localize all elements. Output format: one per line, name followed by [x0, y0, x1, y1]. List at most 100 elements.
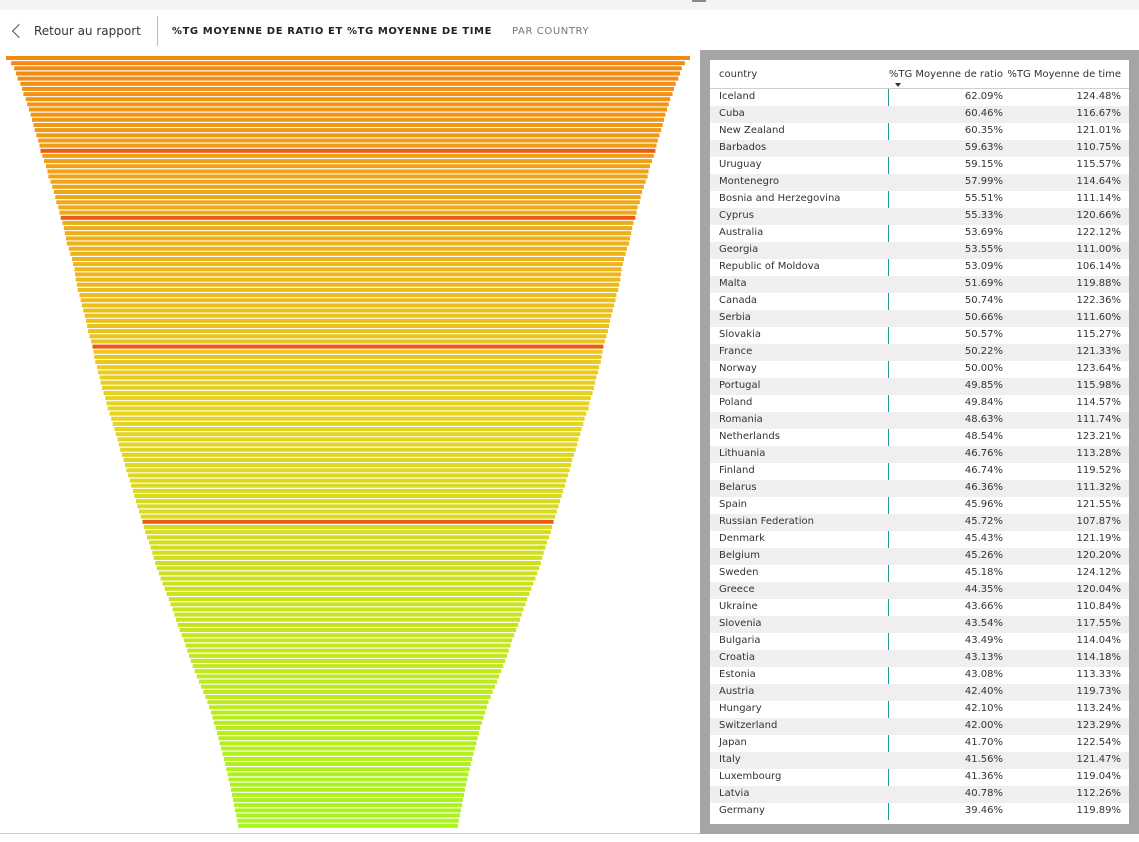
funnel-bar[interactable] — [218, 736, 478, 741]
funnel-bar[interactable] — [58, 205, 638, 210]
funnel-bar[interactable] — [231, 787, 465, 792]
funnel-bar[interactable] — [83, 308, 613, 313]
table-row[interactable]: Slovenia 43.54% 117.55% — [710, 616, 1129, 633]
table-row[interactable]: Poland 49.84% 114.57% — [710, 395, 1129, 412]
funnel-bar[interactable] — [222, 751, 474, 756]
funnel-bar[interactable] — [237, 818, 459, 823]
funnel-bar[interactable] — [95, 360, 601, 365]
funnel-bar[interactable] — [52, 184, 644, 189]
funnel-bar[interactable] — [53, 190, 643, 195]
funnel-bar[interactable] — [136, 499, 561, 504]
funnel-bar[interactable] — [80, 298, 616, 303]
table-row[interactable]: Estonia 43.08% 113.33% — [710, 667, 1129, 684]
funnel-bar[interactable] — [23, 92, 673, 97]
funnel-bar[interactable] — [46, 164, 650, 169]
table-row[interactable]: Bosnia and Herzegovina 55.51% 111.14% — [710, 191, 1129, 208]
funnel-bar[interactable] — [76, 282, 620, 287]
funnel-bar[interactable] — [156, 566, 540, 571]
funnel-bar[interactable] — [207, 700, 489, 705]
funnel-bar[interactable] — [50, 179, 646, 184]
funnel-bar[interactable] — [20, 81, 676, 86]
funnel-bar[interactable] — [55, 195, 641, 200]
funnel-bar[interactable] — [155, 561, 541, 566]
funnel-bar[interactable] — [227, 772, 469, 777]
funnel-bar[interactable] — [232, 792, 464, 797]
funnel-bar[interactable] — [234, 803, 462, 808]
funnel-bar[interactable] — [125, 463, 571, 468]
funnel-bar[interactable] — [183, 638, 513, 643]
funnel-bar[interactable] — [84, 313, 612, 318]
funnel-bar[interactable] — [15, 71, 681, 76]
funnel-bar[interactable] — [145, 530, 551, 535]
funnel-bar[interactable] — [179, 628, 517, 633]
table-row[interactable]: Switzerland 42.00% 123.29% — [710, 718, 1129, 735]
funnel-bar[interactable] — [93, 349, 603, 354]
funnel-bar[interactable] — [121, 452, 575, 457]
funnel-bar[interactable] — [140, 514, 556, 519]
funnel-bar[interactable] — [198, 679, 498, 684]
funnel-bar[interactable] — [65, 236, 631, 241]
funnel-bar[interactable] — [185, 643, 511, 648]
funnel-bar[interactable] — [230, 782, 466, 787]
funnel-bar[interactable] — [66, 241, 630, 246]
funnel-bar[interactable] — [81, 303, 615, 308]
column-header-country[interactable]: country — [719, 69, 758, 80]
funnel-bar[interactable] — [226, 767, 470, 772]
funnel-bar[interactable] — [6, 56, 690, 61]
funnel-bar[interactable] — [28, 107, 668, 112]
table-row[interactable]: Japan 41.70% 122.54% — [710, 735, 1129, 752]
funnel-bar[interactable] — [79, 293, 617, 298]
funnel-bar[interactable] — [48, 174, 648, 179]
table-row[interactable]: Austria 42.40% 119.73% — [710, 684, 1129, 701]
table-row[interactable]: Montenegro 57.99% 114.64% — [710, 174, 1129, 191]
table-row[interactable]: Cyprus 55.33% 120.66% — [710, 208, 1129, 225]
funnel-bar[interactable] — [107, 406, 589, 411]
funnel-bar[interactable] — [213, 720, 482, 725]
table-row[interactable]: Belarus 46.36% 111.32% — [710, 480, 1129, 497]
funnel-bar[interactable] — [117, 437, 579, 442]
funnel-bar[interactable] — [172, 607, 524, 612]
funnel-bar[interactable] — [176, 617, 521, 622]
funnel-bar[interactable] — [39, 143, 657, 148]
funnel-bar[interactable] — [74, 267, 622, 272]
funnel-bar[interactable] — [200, 684, 495, 689]
funnel-bar[interactable] — [100, 380, 596, 385]
funnel-bar[interactable] — [99, 375, 597, 380]
funnel-bar[interactable] — [63, 226, 633, 231]
funnel-bar[interactable] — [143, 525, 553, 530]
funnel-bar[interactable] — [166, 591, 530, 596]
funnel-bar[interactable] — [91, 339, 605, 344]
funnel-bar[interactable] — [92, 344, 604, 349]
funnel-bar[interactable] — [160, 576, 536, 581]
funnel-bar[interactable] — [40, 148, 656, 153]
funnel-bar[interactable] — [152, 550, 544, 555]
table-row[interactable]: Bulgaria 43.49% 114.04% — [710, 633, 1129, 650]
funnel-bar[interactable] — [87, 324, 610, 329]
table-row[interactable]: Hungary 42.10% 113.24% — [710, 701, 1129, 718]
funnel-bar[interactable] — [149, 540, 548, 545]
table-row[interactable]: Iceland 62.09% 124.48% — [710, 89, 1129, 106]
back-to-report-button[interactable]: Retour au rapport — [0, 16, 141, 46]
funnel-bar[interactable] — [42, 153, 654, 158]
funnel-bar[interactable] — [105, 396, 591, 401]
column-header-ratio[interactable]: %TG Moyenne de ratio — [888, 69, 1003, 80]
funnel-bar[interactable] — [212, 715, 484, 720]
funnel-bar[interactable] — [30, 112, 666, 117]
table-row[interactable]: Latvia 40.78% 112.26% — [710, 786, 1129, 803]
funnel-bar[interactable] — [210, 710, 486, 715]
funnel-bar[interactable] — [203, 689, 493, 694]
funnel-bar[interactable] — [228, 777, 468, 782]
funnel-bar[interactable] — [215, 725, 481, 730]
table-row[interactable]: Slovakia 50.57% 115.27% — [710, 327, 1129, 344]
funnel-bar[interactable] — [128, 473, 568, 478]
funnel-bar[interactable] — [75, 272, 621, 277]
funnel-bar[interactable] — [168, 597, 528, 602]
funnel-bar[interactable] — [56, 200, 640, 205]
table-row[interactable]: Netherlands 48.54% 123.21% — [710, 429, 1129, 446]
funnel-bar[interactable] — [77, 287, 619, 292]
table-row[interactable]: France 50.22% 121.33% — [710, 344, 1129, 361]
funnel-bar[interactable] — [114, 427, 582, 432]
funnel-bar[interactable] — [223, 756, 473, 761]
funnel-bar[interactable] — [129, 478, 567, 483]
table-row[interactable]: Italy 41.56% 121.47% — [710, 752, 1129, 769]
